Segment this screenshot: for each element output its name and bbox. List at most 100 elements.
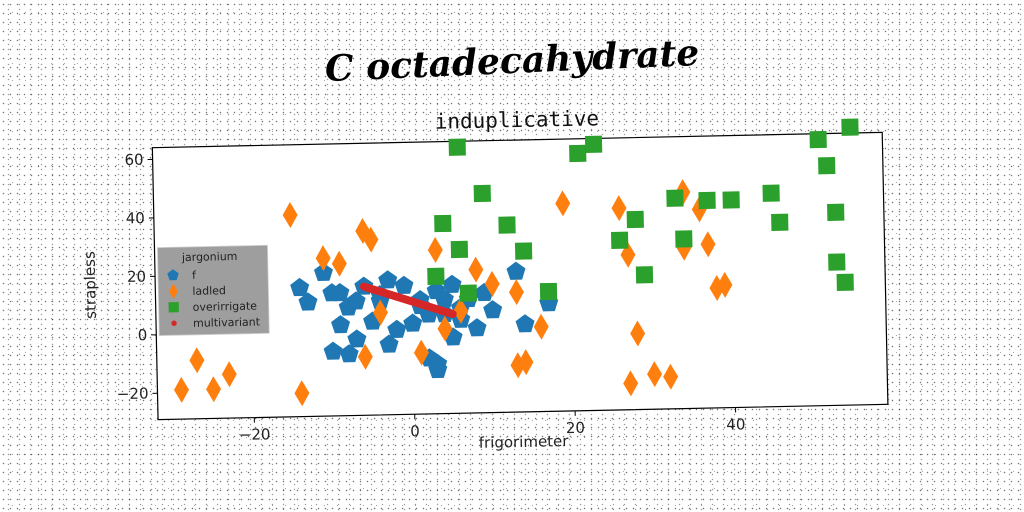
data-point-f [467,318,487,337]
data-point-overirrigate [434,214,452,233]
x-tick-label: 0 [410,422,420,440]
data-point-ladled [427,236,443,263]
chart-title: induplicative [434,106,599,133]
x-tick-label: 40 [726,415,745,433]
y-tick-label: 40 [126,209,145,227]
data-point-overirrigate [841,118,859,136]
data-point-f [378,270,398,289]
data-point-f [394,275,414,294]
data-point-overirrigate [698,191,716,210]
data-point-overirrigate [448,138,466,156]
data-point-overirrigate [514,242,533,260]
legend-marker-ladled [168,283,178,300]
legend: jargonium f ladled overirrigatemultivarian… [157,244,270,336]
data-point-overirrigate [539,282,558,301]
data-point-f [330,282,350,302]
data-point-overirrigate [722,191,740,209]
data-point-overirrigate [666,189,684,207]
data-point-ladled [709,274,725,301]
legend-marker-multivariant [171,320,177,326]
data-point-overirrigate [584,135,603,153]
data-point-overirrigate [836,273,854,292]
data-point-overirrigate [450,240,469,259]
data-point-ladled [315,245,331,272]
data-point-ladled [623,370,639,397]
y-tick-label: 60 [124,151,143,169]
y-tick-label: −20 [117,384,149,403]
data-point-ladled [647,361,663,388]
data-point-ladled [282,201,298,228]
data-point-overirrigate [827,203,845,222]
data-point-f [442,274,462,293]
x-tick-label: −20 [239,425,271,444]
data-point-overirrigate [459,284,478,302]
data-point-f [506,261,526,280]
data-point-f [515,314,535,333]
x-tick-label: 20 [566,419,585,437]
data-point-ladled [555,190,571,217]
data-point-ladled [357,343,373,370]
y-tick-label: 20 [127,268,146,286]
data-point-overirrigate [626,210,644,229]
data-point-f [298,292,318,311]
data-point-f [331,315,351,334]
data-point-f [313,262,333,282]
data-point-ladled [437,315,453,342]
data-point-ladled [508,279,524,306]
series-line-multivariant [359,282,457,319]
data-point-ladled [189,347,205,374]
data-point-ladled [630,320,646,347]
data-point-ladled [700,231,716,258]
data-point-overirrigate [498,216,516,234]
data-point-f [387,319,407,339]
data-point-ladled [206,376,222,403]
data-point-ladled [413,339,429,366]
data-point-overirrigate [473,184,491,203]
data-point-f [434,289,454,308]
data-point-overirrigate [610,231,629,249]
data-point-overirrigate [569,144,587,163]
data-point-f [483,300,503,319]
y-axis-ticks: −20 0 20 40 60 [117,151,158,403]
data-point-overirrigate [635,266,654,284]
data-point-f [428,359,448,379]
y-axis-label: strapless [81,251,100,319]
data-point-ladled [518,349,534,376]
data-point-ladled [294,380,310,407]
data-point-overirrigate [771,213,789,231]
legend-label-f: f [192,269,197,282]
data-point-overirrigate [675,230,693,248]
data-point-ladled [453,297,469,324]
data-point-f [379,334,399,353]
data-point-ladled [221,361,237,388]
data-point-overirrigate [828,253,846,271]
data-point-ladled [372,299,388,326]
data-point-f [323,341,343,360]
data-point-overirrigate [818,157,836,175]
data-point-f [339,344,359,363]
data-point-ladled [717,271,733,298]
data-point-ladled [611,195,627,222]
legend-marker-overirrigate [168,302,179,313]
data-point-overirrigate [427,267,445,285]
data-point-ladled [484,270,500,297]
data-point-ladled [691,196,707,223]
data-point-f [403,313,423,332]
data-point-ladled [363,226,379,253]
data-point-f [346,291,366,310]
data-point-ladled [663,363,679,390]
data-point-ladled [174,376,190,403]
data-point-overirrigate [762,184,780,202]
data-point-ladled [331,250,347,277]
data-point-ladled [533,313,549,340]
x-axis-label: frigorimeter [479,432,570,452]
data-point-ladled [510,352,526,379]
data-point-overirrigate [809,130,827,149]
data-point-ladled [468,256,484,283]
data-point-f [290,277,310,297]
legend-marker-f [167,269,179,281]
data-marks [174,118,859,407]
legend-title: jargonium [181,250,238,264]
data-point-f [347,329,367,348]
